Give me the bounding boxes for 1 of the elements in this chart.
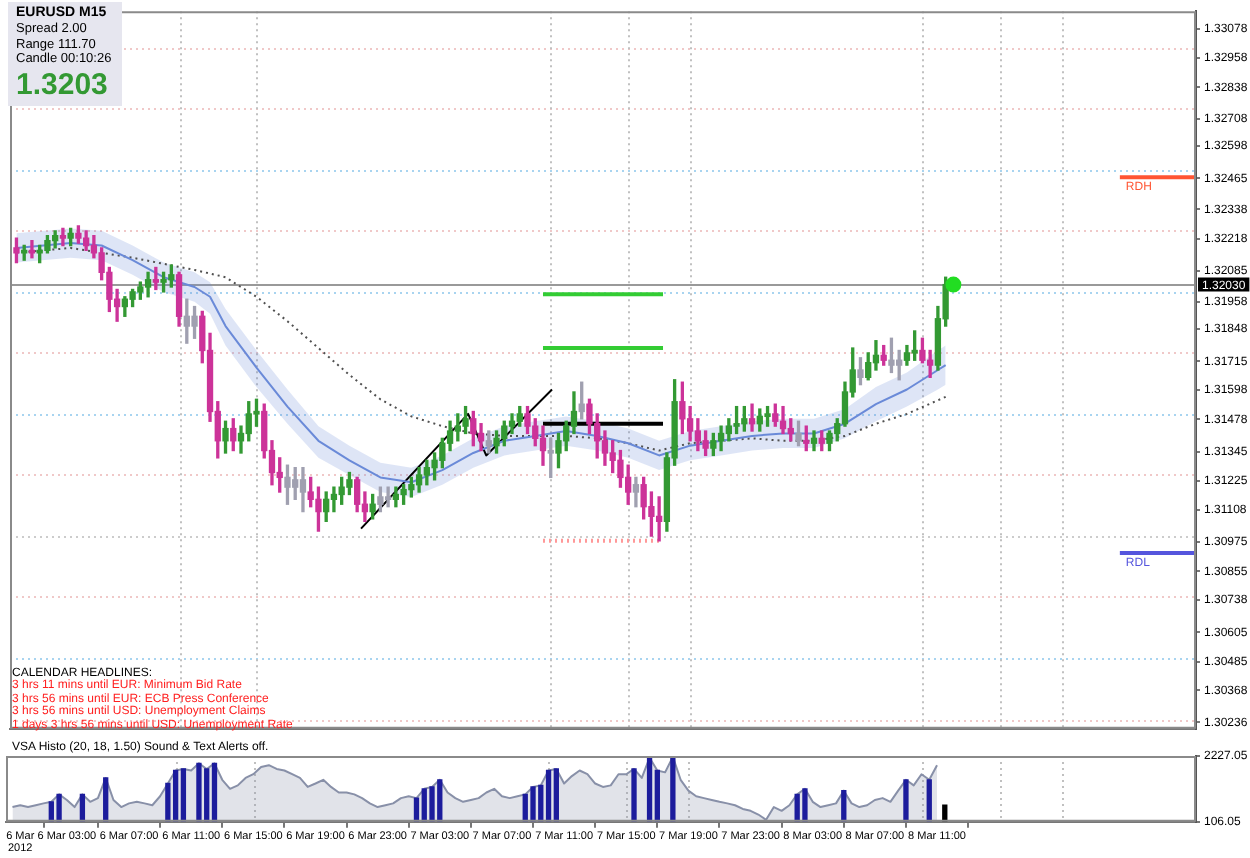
annotation: 1.3203	[16, 67, 110, 101]
